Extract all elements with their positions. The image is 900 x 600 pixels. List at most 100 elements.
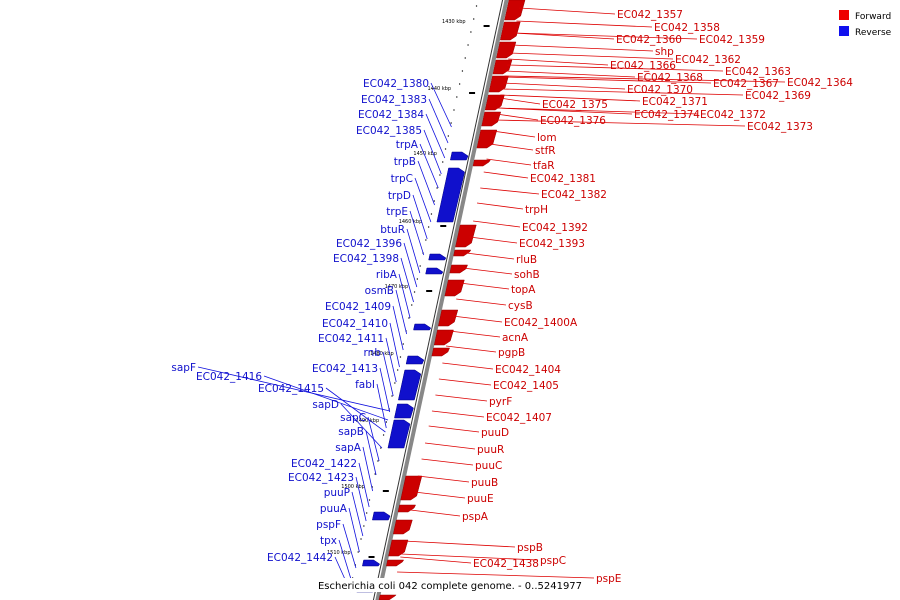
reverse-gene-label[interactable]: puuA [320, 503, 348, 515]
forward-gene-label[interactable]: EC042_1362 [675, 54, 741, 66]
forward-gene-block[interactable] [449, 264, 468, 274]
forward-gene-label[interactable]: acnA [502, 332, 529, 344]
reverse-gene-label[interactable]: EC042_1422 [291, 458, 357, 470]
reverse-gene-label[interactable]: osmB [365, 285, 394, 297]
reverse-gene-block[interactable] [413, 323, 432, 331]
forward-gene-label[interactable]: EC042_1376 [540, 115, 606, 127]
forward-gene-block[interactable] [455, 224, 477, 248]
forward-gene-label[interactable]: sohB [514, 269, 540, 281]
forward-gene-block[interactable] [496, 41, 517, 59]
reverse-gene-label[interactable]: EC042_1415 [258, 383, 324, 395]
forward-gene-block[interactable] [476, 129, 498, 149]
forward-gene-label[interactable]: EC042_1382 [541, 189, 607, 201]
forward-gene-label[interactable]: EC042_1407 [486, 412, 552, 424]
forward-gene-label[interactable]: pspB [517, 542, 543, 554]
reverse-gene-block[interactable] [387, 419, 411, 449]
forward-gene-label[interactable]: EC042_1374 [634, 109, 700, 121]
forward-gene-label[interactable]: stfR [535, 145, 556, 157]
forward-gene-block[interactable] [481, 111, 502, 127]
reverse-gene-block[interactable] [428, 253, 447, 261]
forward-gene-label[interactable]: topA [511, 284, 536, 296]
reverse-gene-block[interactable] [398, 369, 422, 401]
forward-gene-label[interactable]: EC042_1371 [642, 96, 708, 108]
forward-gene-label[interactable]: puuE [467, 493, 494, 505]
forward-gene-label[interactable]: EC042_1393 [519, 238, 585, 250]
reverse-gene-block[interactable] [405, 355, 425, 365]
forward-gene-label[interactable]: puuB [471, 477, 498, 489]
forward-gene-block[interactable] [444, 279, 465, 297]
forward-gene-label[interactable]: EC042_1363 [725, 66, 791, 78]
reverse-gene-label[interactable]: EC042_1385 [356, 125, 422, 137]
reverse-gene-label[interactable]: EC042_1410 [322, 318, 388, 330]
forward-gene-label[interactable]: puuC [475, 460, 502, 472]
reverse-gene-label[interactable]: trpC [391, 173, 413, 185]
reverse-gene-label[interactable]: rnb [364, 347, 382, 359]
reverse-gene-label[interactable]: sapD [312, 399, 339, 411]
forward-gene-label[interactable]: EC042_1372 [700, 109, 766, 121]
forward-gene-label[interactable]: EC042_1404 [495, 364, 561, 376]
forward-gene-label[interactable]: rluB [516, 254, 537, 266]
forward-gene-label[interactable]: EC042_1392 [522, 222, 588, 234]
reverse-gene-label[interactable]: btuR [380, 224, 405, 236]
forward-gene-label[interactable]: EC042_1405 [493, 380, 559, 392]
forward-gene-label[interactable]: pspA [462, 511, 489, 523]
reverse-gene-label[interactable]: EC042_1413 [312, 363, 378, 375]
reverse-gene-label[interactable]: trpA [396, 139, 419, 151]
reverse-gene-label[interactable]: EC042_1411 [318, 333, 384, 345]
forward-gene-label[interactable]: EC042_1366 [610, 60, 676, 72]
forward-gene-block[interactable] [431, 347, 450, 357]
forward-gene-label[interactable]: EC042_1375 [542, 99, 608, 111]
reverse-gene-label[interactable]: sapB [338, 426, 364, 438]
reverse-gene-label[interactable]: EC042_1409 [325, 301, 391, 313]
forward-gene-label[interactable]: pspE [596, 573, 621, 585]
forward-gene-block[interactable] [392, 519, 413, 535]
forward-gene-block[interactable] [378, 594, 397, 600]
forward-gene-label[interactable]: EC042_1381 [530, 173, 596, 185]
reverse-gene-block[interactable] [394, 403, 414, 419]
forward-gene-label[interactable]: EC042_1369 [745, 90, 811, 102]
forward-gene-block[interactable] [500, 21, 521, 41]
forward-gene-label[interactable]: EC042_1373 [747, 121, 813, 133]
reverse-gene-block[interactable] [362, 559, 381, 567]
forward-gene-block[interactable] [453, 249, 472, 257]
forward-gene-label[interactable]: puuR [477, 444, 504, 456]
reverse-gene-label[interactable]: EC042_1380 [363, 78, 429, 90]
forward-gene-label[interactable]: EC042_1359 [699, 34, 765, 46]
forward-gene-label[interactable]: shp [655, 46, 674, 58]
forward-gene-label[interactable]: tfaR [533, 160, 555, 172]
forward-gene-block[interactable] [488, 75, 509, 93]
reverse-gene-label[interactable]: EC042_1383 [361, 94, 427, 106]
forward-gene-label[interactable]: EC042_1358 [654, 22, 720, 34]
reverse-gene-label[interactable]: EC042_1398 [333, 253, 399, 265]
forward-gene-label[interactable]: pyrF [489, 396, 512, 408]
reverse-gene-label[interactable]: pspF [316, 519, 341, 531]
forward-gene-block[interactable] [433, 329, 454, 346]
reverse-gene-label[interactable]: fabI [355, 379, 375, 391]
forward-gene-block[interactable] [388, 539, 409, 557]
reverse-gene-block[interactable] [436, 167, 465, 223]
reverse-gene-label[interactable]: ribA [376, 269, 398, 281]
forward-gene-label[interactable]: puuD [481, 427, 509, 439]
forward-gene-label[interactable]: EC042_1364 [787, 77, 853, 89]
forward-gene-block[interactable] [504, 0, 526, 21]
forward-gene-label[interactable]: lom [537, 132, 557, 144]
forward-gene-label[interactable]: EC042_1370 [627, 84, 693, 96]
reverse-gene-label[interactable]: EC042_1384 [358, 109, 424, 121]
reverse-gene-label[interactable]: EC042_1423 [288, 472, 354, 484]
reverse-gene-label[interactable]: sapF [171, 362, 196, 374]
forward-gene-block[interactable] [386, 559, 405, 567]
reverse-gene-label[interactable]: sapA [335, 442, 362, 454]
forward-gene-label[interactable]: EC042_1357 [617, 9, 683, 21]
forward-gene-label[interactable]: pgpB [498, 347, 525, 359]
forward-gene-block[interactable] [492, 59, 513, 75]
forward-gene-label[interactable]: pspC [540, 555, 566, 567]
forward-gene-label[interactable]: EC042_1438 [473, 558, 539, 570]
reverse-gene-label[interactable]: EC042_1396 [336, 238, 402, 250]
forward-gene-label[interactable]: EC042_1360 [616, 34, 682, 46]
reverse-gene-label[interactable]: trpB [394, 156, 416, 168]
forward-gene-block[interactable] [397, 504, 416, 513]
reverse-gene-label[interactable]: EC042_1442 [267, 552, 333, 564]
forward-gene-block[interactable] [438, 309, 459, 327]
forward-gene-label[interactable]: cysB [508, 300, 533, 312]
forward-gene-label[interactable]: EC042_1367 [713, 78, 779, 90]
